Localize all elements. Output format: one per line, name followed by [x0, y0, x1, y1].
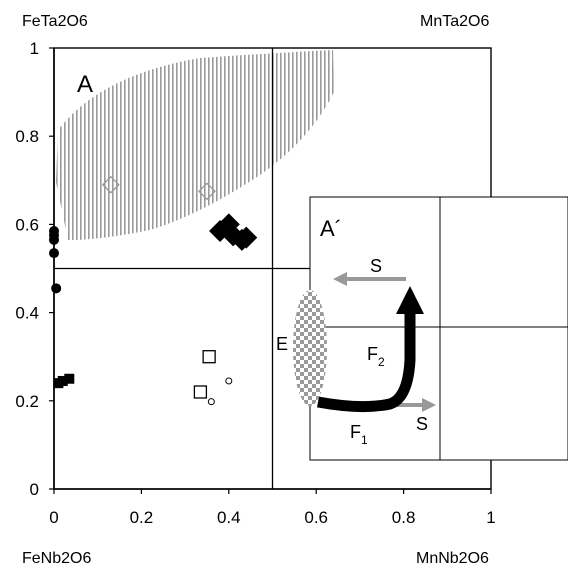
- data-point-filled-circle: [49, 248, 59, 259]
- inset-label-a-prime: A´: [320, 216, 342, 241]
- data-point-open-circle: [207, 398, 215, 406]
- x-tick-label: 1: [486, 508, 495, 527]
- corner-label-bottom-right: MnNb2O6: [416, 550, 489, 567]
- inset-arrow-f-trend: [317, 312, 416, 413]
- inset-label-f1: F1: [350, 422, 368, 447]
- y-tick-label: 0: [30, 480, 39, 499]
- data-points: [49, 175, 258, 406]
- corner-label-top-left: FeTa2O6: [22, 13, 88, 30]
- y-tick-label: 1: [30, 39, 39, 58]
- x-tick-label: 0.8: [392, 508, 416, 527]
- axis-ticks: 0 0.2 0.4 0.6 0.8 1 0 0.2 0.4 0.6 0.8 1: [15, 39, 495, 527]
- x-tick-label: 0.2: [130, 508, 154, 527]
- corner-label-bottom-left: FeNb2O6: [22, 550, 91, 567]
- data-point-open-diamond: [198, 182, 216, 201]
- x-tick-label: 0.6: [304, 508, 328, 527]
- data-point-filled-diamond: [235, 226, 258, 249]
- field-a-hatched-region: [56, 50, 334, 240]
- inset-frame: [309, 196, 568, 461]
- inset-label-s-lower: S: [416, 414, 428, 434]
- data-point-open-square: [202, 350, 216, 364]
- y-tick-label: 0.6: [15, 215, 39, 234]
- y-tick-label: 0.8: [15, 127, 39, 146]
- corner-label-top-right: MnTa2O6: [420, 13, 489, 30]
- data-point-filled-square: [64, 373, 75, 384]
- inset-arrow-s-upper: [333, 272, 406, 286]
- x-tick-label: 0.4: [217, 508, 241, 527]
- data-point-filled-circle: [51, 283, 62, 294]
- y-tick-label: 0.4: [15, 304, 39, 323]
- inset-label-s-upper: S: [370, 256, 382, 276]
- inset-label-e: E: [276, 334, 288, 354]
- data-point-open-square: [193, 385, 208, 399]
- inset-panel: A´ E S S F2 F1: [276, 196, 568, 461]
- inset-field-e: [293, 290, 327, 406]
- x-tick-label: 0: [49, 508, 58, 527]
- data-point-open-circle: [225, 377, 233, 385]
- field-label-a: A: [77, 71, 93, 98]
- inset-label-f2: F2: [367, 344, 385, 369]
- inset-arrow-f-head: [396, 286, 424, 314]
- data-point-filled-square: [57, 375, 68, 386]
- data-point-filled-circle: [49, 234, 59, 245]
- y-tick-label: 0.2: [15, 392, 39, 411]
- data-point-open-diamond: [101, 175, 120, 194]
